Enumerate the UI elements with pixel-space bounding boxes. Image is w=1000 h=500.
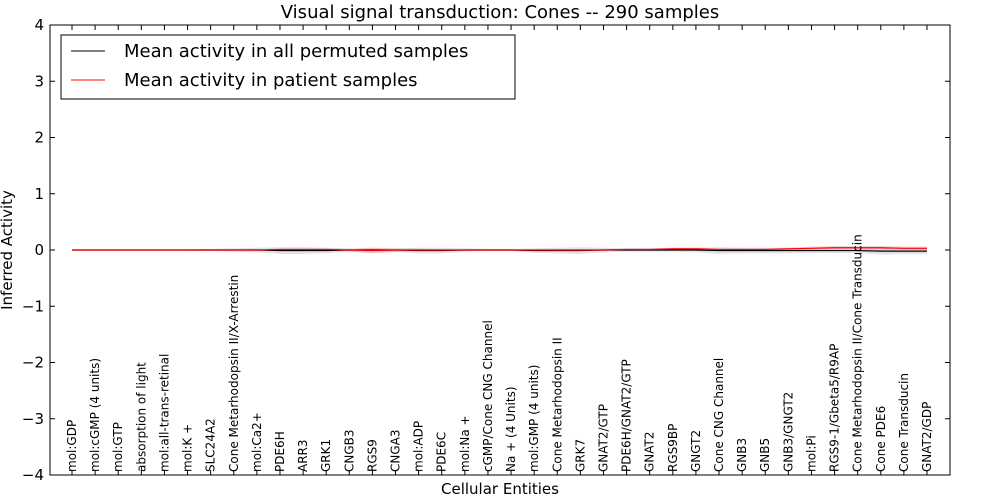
category-label: mol:Ca2+ xyxy=(250,412,264,472)
category-label: Cone Metarhodopsin II xyxy=(550,337,564,472)
category-label: mol:K + xyxy=(181,424,195,472)
category-label: PDE6C xyxy=(435,432,449,472)
category-label: Cone CNG Channel xyxy=(712,358,726,472)
y-tick-label: −3 xyxy=(22,410,44,428)
category-label: GNAT2 xyxy=(643,431,657,472)
y-tick-label: −1 xyxy=(22,297,44,315)
y-axis-ticks: −4 −3 −2 −1 0 1 2 3 4 xyxy=(22,16,950,484)
x-axis-label: Cellular Entities xyxy=(441,480,559,498)
category-label: mol:Pi xyxy=(804,435,818,472)
category-label: Cone Transducin xyxy=(897,373,911,472)
category-label: mol:GDP xyxy=(65,420,79,472)
category-label: GNB3/GNGT2 xyxy=(781,392,795,472)
legend-label-patient: Mean activity in patient samples xyxy=(124,70,418,91)
category-label: GRK1 xyxy=(319,439,333,472)
category-label: RGS9 xyxy=(365,439,379,472)
series-line-patient xyxy=(72,247,927,252)
category-label: GNGT2 xyxy=(689,430,703,472)
category-label: RGS9BP xyxy=(666,424,680,472)
category-label: mol:GMP (4 units) xyxy=(527,365,541,472)
y-tick-label: 1 xyxy=(34,185,44,203)
legend-box xyxy=(60,34,516,100)
category-label: mol:all-trans-retinal xyxy=(157,354,171,472)
category-label: CNGB3 xyxy=(342,429,356,472)
category-label: GRK7 xyxy=(573,439,587,472)
y-tick-label: 3 xyxy=(34,72,44,90)
plot-frame xyxy=(49,24,951,476)
y-tick-label: −4 xyxy=(22,466,44,484)
category-label: SLC24A2 xyxy=(204,418,218,472)
category-label: CNGA3 xyxy=(389,430,403,473)
category-label: cGMP/Cone CNG Channel xyxy=(481,320,495,472)
category-label: ARR3 xyxy=(296,439,310,472)
category-label: GNB3 xyxy=(735,438,749,472)
category-label: mol:GTP xyxy=(111,422,125,472)
category-label: mol:ADP xyxy=(412,421,426,472)
category-label: mol:Na + xyxy=(458,415,472,472)
category-label: absorption of light xyxy=(134,362,148,472)
category-label: GNAT2/GDP xyxy=(920,402,934,472)
category-label: Cone PDE6 xyxy=(874,406,888,472)
y-tick-label: 2 xyxy=(34,129,44,147)
chart-title: Visual signal transduction: Cones -- 290… xyxy=(281,2,719,23)
legend: Mean activity in all permuted samples Me… xyxy=(60,34,516,100)
category-label: Na + (4 Units) xyxy=(504,386,518,472)
category-label: PDE6H xyxy=(273,431,287,472)
category-label: mol:cGMP (4 units) xyxy=(88,358,102,472)
legend-label-permuted: Mean activity in all permuted samples xyxy=(124,41,468,62)
y-tick-label: 0 xyxy=(34,241,44,259)
category-label: RGS9-1/Gbeta5/R9AP xyxy=(828,344,842,472)
category-label: Cone Metarhodopsin II/Cone Transducin xyxy=(851,234,865,472)
y-axis-label: Inferred Activity xyxy=(0,190,16,310)
x-axis-categories: mol:GDP mol:cGMP (4 units) mol:GTP absorpti… xyxy=(65,25,934,475)
y-tick-label: −2 xyxy=(22,354,44,372)
category-label: Cone Metarhodopsin II/X-Arrestin xyxy=(227,275,241,472)
category-label: GNAT2/GTP xyxy=(596,404,610,472)
series-lines xyxy=(72,247,927,252)
y-tick-label: 4 xyxy=(34,16,44,34)
category-label: GNB5 xyxy=(758,438,772,472)
category-label: PDE6H/GNAT2/GTP xyxy=(620,359,634,472)
